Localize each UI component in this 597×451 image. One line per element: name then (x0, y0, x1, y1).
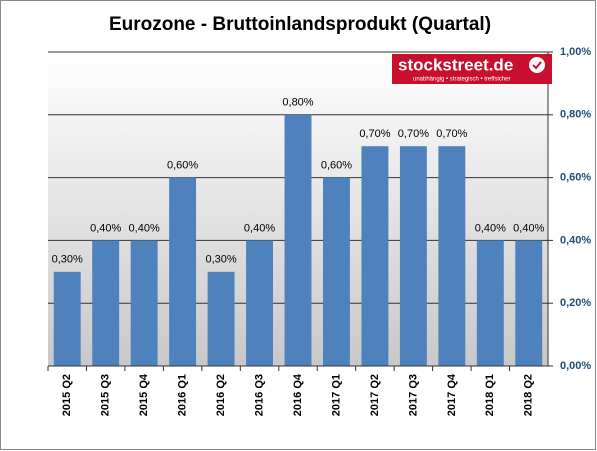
bar (399, 146, 427, 366)
bar (169, 177, 197, 366)
data-label: 0,70% (398, 128, 429, 140)
x-tick-label: 2018 Q1 (484, 374, 496, 416)
bar (323, 177, 350, 366)
x-tick-label: 2016 Q1 (177, 374, 189, 416)
x-tick-label: 2017 Q2 (369, 374, 381, 416)
logo-tagline: unabhängig • strategisch • treffsicher (413, 77, 510, 83)
bar (130, 240, 158, 366)
logo-check (532, 61, 542, 70)
y-tick-label: 0,60% (560, 172, 591, 184)
data-label: 0,60% (321, 160, 352, 172)
x-tick-label: 2015 Q4 (138, 373, 150, 416)
data-label: 0,80% (282, 97, 313, 109)
x-tick-label: 2017 Q1 (330, 374, 342, 416)
x-tick-label: 2015 Q3 (100, 374, 112, 416)
y-tick-label: 0,00% (560, 360, 591, 372)
bar (476, 240, 504, 366)
x-tick-label: 2017 Q4 (446, 373, 458, 416)
data-label: 0,40% (90, 222, 121, 234)
bar (438, 146, 466, 366)
data-label: 0,40% (129, 222, 160, 234)
bar (207, 271, 235, 366)
x-tick-label: 2018 Q2 (523, 374, 535, 416)
data-label: 0,70% (359, 128, 390, 140)
data-label: 0,40% (244, 222, 275, 234)
y-tick-label: 0,40% (560, 234, 591, 246)
bar (53, 271, 81, 366)
data-label: 0,40% (475, 222, 506, 234)
bar (284, 114, 312, 366)
data-label: 0,70% (436, 128, 467, 140)
x-tick-label: 2016 Q2 (215, 374, 227, 416)
logo: stockstreet.de unabhängig • strategisch … (392, 54, 552, 84)
data-label: 0,40% (513, 222, 544, 234)
x-tick-label: 2017 Q3 (407, 374, 419, 416)
data-label: 0,30% (205, 254, 236, 266)
bar (92, 240, 120, 366)
bar (246, 240, 273, 366)
logo-name: stockstreet.de (398, 55, 513, 74)
x-tick-label: 2016 Q3 (253, 374, 265, 416)
x-tick-label: 2015 Q2 (61, 374, 73, 416)
bar (361, 146, 389, 366)
y-tick-label: 0,80% (560, 109, 591, 121)
x-tick-label: 2016 Q4 (292, 373, 304, 416)
y-tick-label: 0,20% (560, 297, 591, 309)
data-label: 0,60% (167, 160, 198, 172)
bar (515, 240, 543, 366)
chart-title: Eurozone - Bruttoinlandsprodukt (Quartal… (109, 14, 491, 35)
logo-icon (529, 57, 545, 73)
y-tick-label: 1,00% (560, 46, 591, 58)
data-label: 0,30% (52, 254, 83, 266)
logo-box (392, 54, 552, 84)
